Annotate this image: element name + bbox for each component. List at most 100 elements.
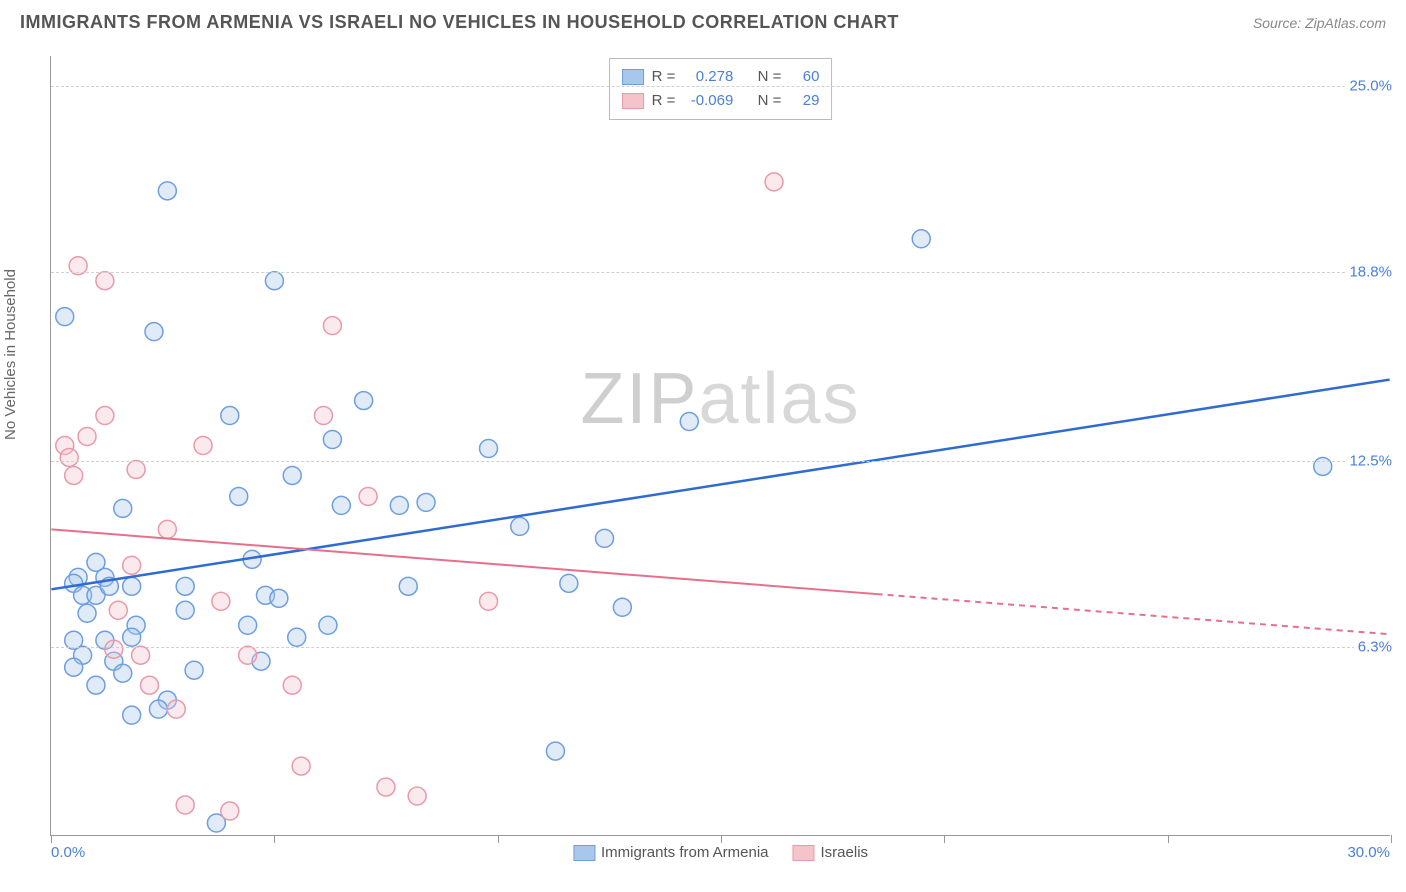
chart-title: IMMIGRANTS FROM ARMENIA VS ISRAELI NO VE…	[20, 12, 899, 33]
data-point	[114, 499, 132, 517]
data-point	[377, 778, 395, 796]
data-point	[158, 182, 176, 200]
data-point	[176, 577, 194, 595]
data-point	[613, 598, 631, 616]
data-point	[765, 173, 783, 191]
data-point	[399, 577, 417, 595]
data-point	[221, 802, 239, 820]
trend-line	[51, 529, 876, 594]
data-point	[109, 601, 127, 619]
trend-line-extrapolated	[877, 594, 1390, 634]
data-point	[417, 493, 435, 511]
data-point	[123, 577, 141, 595]
gridline	[51, 647, 1390, 648]
trend-line	[51, 380, 1389, 590]
data-point	[87, 676, 105, 694]
data-point	[145, 323, 163, 341]
x-tick	[944, 835, 945, 843]
scatter-svg	[51, 56, 1390, 835]
r-value: -0.069	[683, 89, 733, 113]
data-point	[194, 437, 212, 455]
n-label: N =	[758, 89, 782, 113]
data-point	[96, 272, 114, 290]
legend-swatch	[622, 69, 644, 85]
data-point	[158, 520, 176, 538]
data-point	[596, 529, 614, 547]
y-tick-label: 25.0%	[1345, 78, 1392, 95]
data-point	[323, 431, 341, 449]
x-max-label: 30.0%	[1347, 844, 1390, 861]
data-point	[123, 556, 141, 574]
data-point	[132, 646, 150, 664]
data-point	[560, 574, 578, 592]
data-point	[185, 661, 203, 679]
x-tick	[51, 835, 52, 843]
data-point	[270, 589, 288, 607]
data-point	[314, 407, 332, 425]
data-point	[60, 448, 78, 466]
gridline	[51, 461, 1390, 462]
data-point	[176, 601, 194, 619]
data-point	[78, 428, 96, 446]
legend-item: Israelis	[793, 844, 869, 861]
data-point	[332, 496, 350, 514]
legend-label: Immigrants from Armenia	[601, 844, 769, 861]
x-tick	[1168, 835, 1169, 843]
r-label: R =	[652, 89, 676, 113]
gridline	[51, 86, 1390, 87]
data-point	[319, 616, 337, 634]
y-tick-label: 18.8%	[1345, 264, 1392, 281]
series-legend: Immigrants from Armenia Israelis	[573, 844, 868, 861]
x-min-label: 0.0%	[51, 844, 85, 861]
data-point	[265, 272, 283, 290]
data-point	[65, 466, 83, 484]
data-point	[355, 392, 373, 410]
x-tick	[1391, 835, 1392, 843]
data-point	[230, 487, 248, 505]
data-point	[141, 676, 159, 694]
legend-row: R = -0.069 N = 29	[622, 89, 820, 113]
data-point	[127, 460, 145, 478]
data-point	[149, 700, 167, 718]
source-attribution: Source: ZipAtlas.com	[1253, 15, 1386, 31]
gridline	[51, 272, 1390, 273]
data-point	[480, 440, 498, 458]
data-point	[105, 640, 123, 658]
data-point	[323, 317, 341, 335]
data-point	[283, 676, 301, 694]
n-value: 29	[789, 89, 819, 113]
data-point	[239, 616, 257, 634]
legend-item: Immigrants from Armenia	[573, 844, 769, 861]
data-point	[56, 308, 74, 326]
y-axis-label: No Vehicles in Household	[2, 269, 19, 440]
legend-swatch	[622, 93, 644, 109]
data-point	[283, 466, 301, 484]
data-point	[123, 628, 141, 646]
x-tick	[498, 835, 499, 843]
correlation-legend: R =0.278 N =60R =-0.069 N =29	[609, 58, 833, 120]
y-tick-label: 12.5%	[1345, 453, 1392, 470]
data-point	[65, 658, 83, 676]
data-point	[359, 487, 377, 505]
data-point	[480, 592, 498, 610]
data-point	[912, 230, 930, 248]
data-point	[114, 664, 132, 682]
legend-swatch	[573, 845, 595, 861]
data-point	[96, 407, 114, 425]
x-tick	[721, 835, 722, 843]
data-point	[167, 700, 185, 718]
data-point	[239, 646, 257, 664]
legend-label: Israelis	[821, 844, 869, 861]
data-point	[292, 757, 310, 775]
chart-plot-area: ZIPatlas R =0.278 N =60R =-0.069 N =29 I…	[50, 56, 1390, 836]
data-point	[680, 413, 698, 431]
data-point	[78, 604, 96, 622]
data-point	[408, 787, 426, 805]
data-point	[546, 742, 564, 760]
y-tick-label: 6.3%	[1354, 639, 1392, 656]
data-point	[288, 628, 306, 646]
data-point	[123, 706, 141, 724]
data-point	[176, 796, 194, 814]
legend-swatch	[793, 845, 815, 861]
data-point	[390, 496, 408, 514]
